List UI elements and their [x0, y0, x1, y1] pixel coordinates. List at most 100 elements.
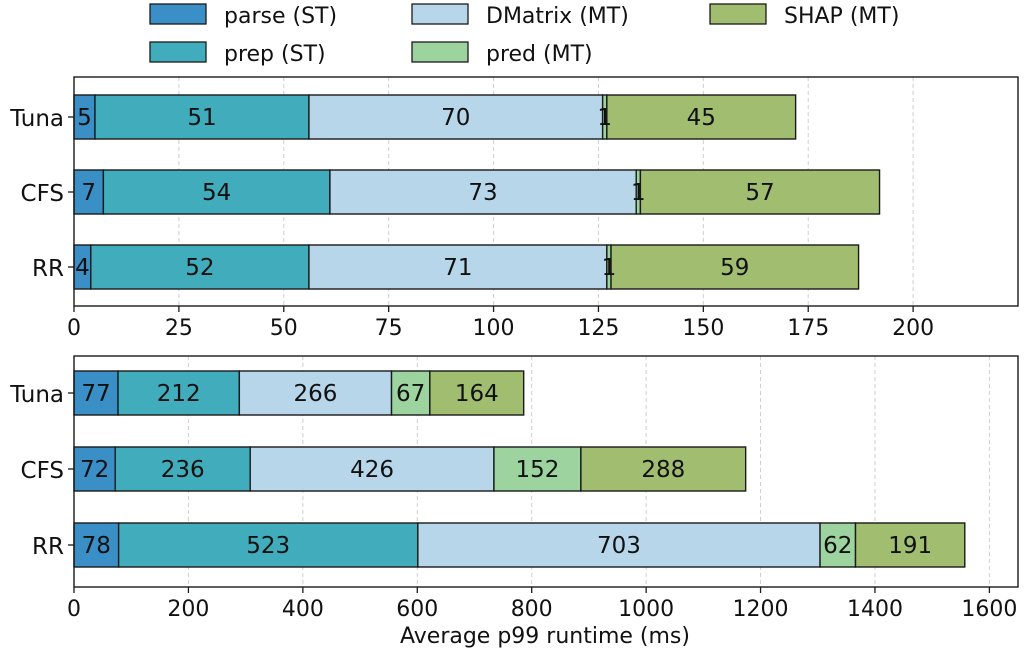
legend-item-parse: parse (ST) [149, 3, 337, 29]
data-label-dmatrix: 73 [468, 180, 497, 206]
x-tick-label: 400 [282, 597, 324, 622]
bar-row-rr: 78 523 703 62 191 [73, 522, 966, 568]
legend-item-dmatrix: DMatrix (MT) [411, 3, 629, 29]
x-tick-label: 100 [473, 316, 515, 341]
data-label-prep: 236 [161, 457, 205, 483]
data-label-prep: 51 [187, 105, 216, 131]
x-tick-label: 0 [67, 316, 81, 341]
legend-label-shap: SHAP (MT) [784, 4, 899, 29]
x-tick-label: 200 [892, 316, 934, 341]
y-tick-label: Tuna [9, 382, 64, 408]
y-tick-label: Tuna [9, 106, 64, 132]
legend: parse (ST) DMatrix (MT) SHAP (MT) prep (ST)… [149, 3, 899, 67]
bar-segment-prep [102, 169, 331, 215]
data-label-pred: 152 [515, 457, 559, 483]
y-tick-label: RR [32, 534, 64, 560]
data-label-parse: 4 [75, 255, 90, 281]
bar-segment-dmatrix [249, 446, 495, 492]
data-label-pred: 67 [396, 381, 425, 407]
bar-segment-prep [94, 94, 310, 140]
panel-top: 5 51 70 1 45 Tuna 7 54 73 1 57 CFS 4 52 71 1 59 RR 0 25 50 75… [9, 76, 1019, 341]
data-label-prep: 52 [185, 255, 214, 281]
data-label-dmatrix: 266 [293, 381, 337, 407]
data-label-shap: 45 [687, 105, 716, 131]
x-tick-label: 1000 [618, 597, 674, 622]
bar-segment-shap [429, 370, 525, 416]
y-tick-label: RR [32, 256, 64, 282]
legend-swatch-dmatrix [411, 3, 469, 25]
legend-label-prep: prep (ST) [224, 42, 326, 67]
data-label-parse: 5 [77, 105, 92, 131]
data-label-shap: 57 [745, 180, 774, 206]
x-tick-label: 800 [511, 597, 553, 622]
bar-segment-pred [819, 522, 857, 568]
bar-row-cfs: 7 54 73 1 57 [73, 169, 881, 215]
data-label-prep: 54 [202, 180, 231, 206]
bar-segment-pred [493, 446, 582, 492]
data-label-shap: 59 [720, 255, 749, 281]
data-label-dmatrix: 426 [350, 457, 394, 483]
data-label-pred: 1 [597, 105, 612, 131]
legend-label-pred: pred (MT) [486, 42, 593, 67]
bar-segment-prep [114, 446, 251, 492]
x-tick-label: 50 [270, 316, 298, 341]
y-tick-label: CFS [21, 458, 64, 484]
x-axis-label: Average p99 runtime (ms) [400, 624, 690, 649]
data-label-shap: 288 [641, 457, 685, 483]
bar-segment-dmatrix [329, 169, 637, 215]
data-label-dmatrix: 71 [443, 255, 472, 281]
data-label-pred: 1 [602, 255, 617, 281]
bar-segment-prep [117, 522, 419, 568]
data-label-pred: 62 [823, 533, 852, 559]
data-label-parse: 72 [80, 457, 109, 483]
legend-swatch-prep [149, 41, 207, 63]
data-label-pred: 1 [631, 180, 646, 206]
bar-row-tuna: 77 212 266 67 164 [73, 370, 525, 416]
x-tick-label: 175 [787, 316, 829, 341]
legend-label-parse: parse (ST) [224, 4, 337, 29]
axes-frame [73, 355, 1019, 588]
bar-segment-dmatrix [308, 94, 604, 140]
bar-segment-shap [580, 446, 747, 492]
bar-segment-dmatrix [238, 370, 393, 416]
x-tick-label: 600 [396, 597, 438, 622]
legend-item-shap: SHAP (MT) [709, 3, 899, 29]
bar-row-cfs: 72 236 426 152 288 [73, 446, 747, 492]
x-tick-label: 0 [67, 597, 81, 622]
x-tick-label: 1200 [733, 597, 789, 622]
data-label-parse: 78 [82, 533, 111, 559]
data-label-prep: 212 [157, 381, 201, 407]
bar-segment-parse [73, 169, 105, 215]
legend-item-pred: pred (MT) [411, 41, 593, 67]
x-tick-label: 200 [167, 597, 209, 622]
data-label-parse: 77 [81, 381, 110, 407]
bar-segment-shap [854, 522, 966, 568]
data-label-shap: 191 [888, 533, 932, 559]
x-tick-label: 150 [682, 316, 724, 341]
bar-segment-dmatrix [417, 522, 821, 568]
bar-row-rr: 4 52 71 1 59 [73, 244, 860, 290]
x-tick-label: 1600 [961, 597, 1017, 622]
bar-segment-shap [606, 94, 797, 140]
bar-segment-shap [610, 244, 860, 290]
legend-swatch-pred [411, 41, 469, 63]
data-label-parse: 7 [81, 180, 96, 206]
legend-swatch-shap [709, 3, 767, 25]
data-label-shap: 164 [455, 381, 499, 407]
legend-swatch-parse [149, 3, 207, 25]
x-tick-label: 75 [375, 316, 403, 341]
data-label-dmatrix: 703 [597, 533, 641, 559]
data-label-prep: 523 [246, 533, 290, 559]
bar-row-tuna: 5 51 70 1 45 [73, 94, 797, 140]
x-tick-label: 1400 [847, 597, 903, 622]
legend-item-prep: prep (ST) [149, 41, 326, 67]
x-tick-label: 125 [577, 316, 619, 341]
axes-frame [73, 76, 1019, 307]
data-label-dmatrix: 70 [441, 105, 470, 131]
y-tick-label: CFS [21, 181, 64, 207]
bar-segment-prep [90, 244, 310, 290]
legend-label-dmatrix: DMatrix (MT) [486, 4, 629, 29]
bar-segment-dmatrix [308, 244, 608, 290]
